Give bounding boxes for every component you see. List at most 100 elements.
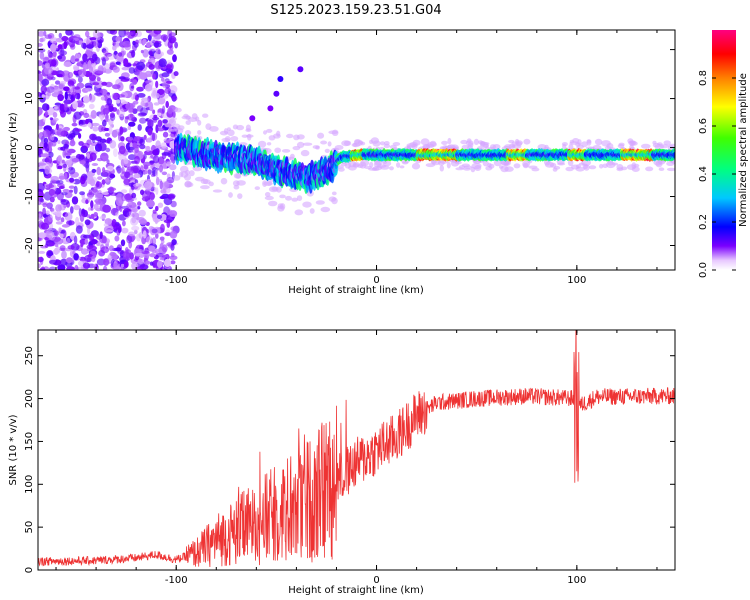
spectrogram-cell (123, 210, 130, 218)
snr-xtick-label: 100 (567, 575, 586, 586)
spectrogram-cell (38, 263, 41, 269)
spectrogram-cell (136, 86, 144, 92)
spectrogram-cell (576, 164, 581, 169)
spectrogram-cell (59, 245, 66, 251)
spectrogram-cell (124, 171, 131, 179)
spectrogram-cell (552, 167, 558, 172)
spectrogram-cell (71, 196, 79, 205)
spectrogram-cell (90, 200, 94, 209)
spectrogram-cell (277, 76, 284, 82)
spectrogram-cell (157, 112, 162, 117)
spectrogram-cell (164, 123, 172, 128)
spectrogram-cell (74, 264, 79, 270)
spectrogram-cell (45, 184, 55, 189)
spectrogram-cell (170, 200, 177, 208)
spectrogram-cell (111, 92, 119, 100)
spectrogram-cell (81, 42, 87, 49)
spectrogram-cell (123, 261, 129, 268)
spectrogram-cell (96, 166, 101, 176)
spectrogram-cell (160, 34, 169, 41)
spectrogram-cell (115, 99, 121, 104)
spectrogram-cell (159, 243, 164, 250)
spectrogram-cell (118, 52, 123, 57)
spectrogram-cell (94, 92, 103, 96)
spectrogram-cell (82, 95, 90, 104)
spectrogram-cell (40, 153, 50, 158)
spectrogram-cell (108, 125, 113, 135)
spectrogram-cell (264, 192, 271, 197)
spectrogram-cell (159, 73, 164, 79)
spectrogram-cell (74, 128, 83, 132)
spectrogram-cell (38, 42, 43, 47)
spectrogram-cell (73, 185, 78, 195)
spectrogram-cell (50, 210, 58, 215)
snr-ytick-label: 150 (24, 432, 35, 451)
spectrogram-cell (132, 79, 138, 85)
spectrogram-cell (78, 133, 82, 139)
spectrogram-cell (102, 204, 111, 213)
spectrogram-cell (78, 76, 83, 83)
spectrogram-cell (125, 31, 134, 36)
spectrogram-cell (79, 160, 86, 165)
spectrogram-cell (70, 171, 79, 178)
spectrogram-cell (71, 91, 77, 96)
spectrogram-cell (549, 162, 557, 168)
spectrogram-cell (141, 97, 150, 102)
spectrogram-cell (97, 176, 103, 181)
spectrogram-cell (131, 192, 137, 199)
spectrogram-cell (112, 66, 120, 73)
spectrogram-cell (592, 144, 602, 151)
spectrogram-cell (228, 192, 233, 198)
spectrogram-cell (220, 177, 228, 185)
spectrogram-cell (50, 133, 55, 141)
spectrogram-cell (44, 236, 49, 241)
spectrogram-cell (137, 258, 145, 265)
spectrogram-cell (586, 139, 592, 146)
spectrogram-cell (127, 125, 131, 131)
spectrogram-cell (249, 115, 256, 122)
spectrogram-cell (89, 152, 97, 161)
spectrogram-cell (73, 235, 78, 245)
spectrogram-cell (302, 201, 312, 208)
spectrogram-cell (103, 50, 109, 57)
spectrogram-cell (79, 119, 87, 125)
spectrogram-cell (68, 167, 74, 171)
spectrogram-cell (169, 255, 178, 260)
spectrogram-cell (38, 31, 45, 37)
spectrogram-cell (75, 53, 81, 60)
spectrogram-cell (38, 182, 45, 192)
spectrogram-cell (263, 130, 267, 135)
spectrogram-cell (151, 132, 156, 142)
spectrogram-cell (70, 31, 74, 37)
spectrogram-cell (40, 222, 50, 230)
spectrogram-cell (172, 54, 177, 63)
spectrogram-cell (458, 165, 466, 169)
spectrogram-cell (155, 169, 159, 178)
spectrogram-cell (48, 266, 57, 270)
spectrogram-cell (460, 139, 468, 145)
spectrogram-ytick-label: -20 (24, 237, 35, 253)
spectrogram-cell (156, 260, 163, 268)
spectrogram-cell (61, 192, 68, 196)
spectrogram-cell (166, 64, 172, 69)
spectrogram-frame (37, 29, 676, 271)
spectrogram-cell (353, 139, 363, 147)
spectrogram-cell (50, 43, 57, 53)
spectrogram-cell (85, 199, 89, 205)
spectrogram-cell (161, 152, 167, 160)
spectrogram-cell (56, 128, 65, 137)
spectrogram-cell (200, 185, 210, 190)
spectrogram-cell (672, 151, 675, 156)
spectrogram-cell (122, 220, 126, 227)
spectrogram-cell (344, 161, 351, 169)
spectrogram-cell (170, 226, 177, 231)
spectrogram-cell (658, 167, 665, 171)
spectrogram-cell (75, 216, 80, 226)
spectrogram-cell (38, 147, 42, 156)
spectrogram-cell (383, 143, 391, 149)
spectrogram-xtick-label: 0 (373, 275, 379, 286)
spectrogram-cell (369, 161, 374, 168)
spectrogram-cell (112, 262, 121, 270)
spectrogram-cell (511, 144, 522, 149)
spectrogram-cell (106, 30, 116, 34)
